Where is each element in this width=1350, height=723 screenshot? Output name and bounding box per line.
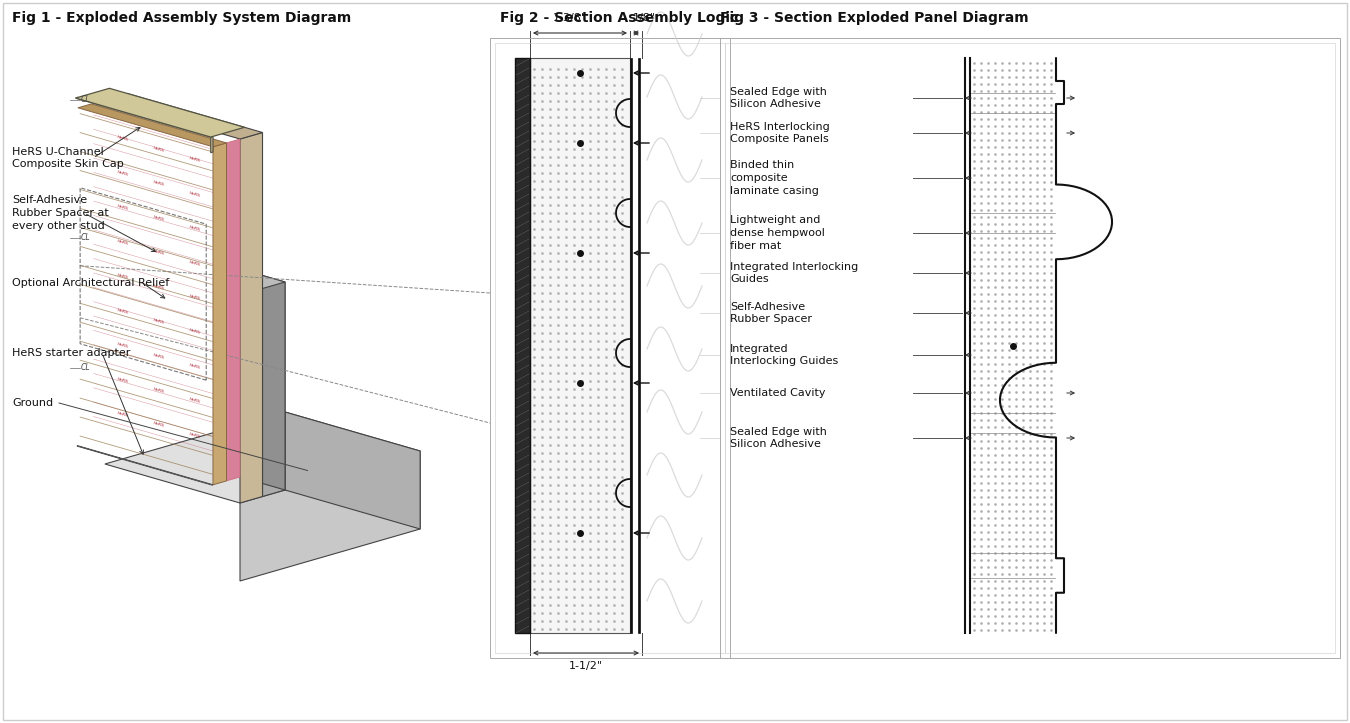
Text: HeRS: HeRS (189, 191, 201, 197)
Polygon shape (240, 451, 420, 581)
Polygon shape (105, 412, 420, 503)
Text: HeRS: HeRS (153, 283, 165, 291)
Polygon shape (76, 88, 244, 137)
Text: 1-3/8": 1-3/8" (554, 13, 587, 23)
Bar (531, 58, 630, 633)
Bar (720, 38, 1341, 658)
Text: HeRS: HeRS (153, 318, 165, 325)
Bar (514, 58, 531, 633)
Polygon shape (78, 104, 227, 147)
Text: CL: CL (81, 363, 90, 372)
Text: HeRS: HeRS (189, 328, 201, 335)
Polygon shape (213, 143, 227, 485)
Text: HeRS Interlocking
Composite Panels: HeRS Interlocking Composite Panels (730, 121, 830, 145)
Text: CL: CL (81, 95, 90, 105)
Text: Integrated
Interlocking Guides: Integrated Interlocking Guides (730, 343, 838, 367)
Text: HeRS: HeRS (116, 239, 130, 246)
Text: Integrated Interlocking
Guides: Integrated Interlocking Guides (730, 262, 859, 284)
Text: HeRS: HeRS (116, 411, 130, 418)
Text: Optional Architectural Relief: Optional Architectural Relief (12, 278, 169, 288)
Text: HeRS: HeRS (189, 294, 201, 301)
Bar (725, 43, 1335, 653)
Text: Fig 2 - Section Assembly Logic: Fig 2 - Section Assembly Logic (500, 11, 738, 25)
Text: Sealed Edge with
Silicon Adhesive: Sealed Edge with Silicon Adhesive (730, 87, 826, 109)
Text: HeRS: HeRS (153, 146, 165, 153)
Text: Ventilated Cavity: Ventilated Cavity (730, 388, 825, 398)
Text: HeRS: HeRS (189, 226, 201, 232)
Text: 1/8": 1/8" (632, 13, 656, 23)
Text: Fig 3 - Section Exploded Panel Diagram: Fig 3 - Section Exploded Panel Diagram (720, 11, 1029, 25)
Text: HeRS starter adapter: HeRS starter adapter (12, 348, 131, 358)
Text: Binded thin
composite
laminate casing: Binded thin composite laminate casing (730, 161, 819, 196)
Polygon shape (285, 412, 420, 529)
Text: HeRS: HeRS (116, 135, 130, 142)
Bar (490, 38, 730, 658)
Text: HeRS: HeRS (153, 215, 165, 222)
Bar (495, 43, 725, 653)
Text: HeRS: HeRS (153, 422, 165, 429)
Text: HeRS: HeRS (116, 205, 130, 211)
Text: Self-Adhesive
Rubber Spacer: Self-Adhesive Rubber Spacer (730, 301, 811, 325)
Polygon shape (262, 275, 285, 490)
Text: Ground: Ground (12, 398, 53, 408)
Polygon shape (76, 98, 213, 137)
Polygon shape (240, 275, 285, 288)
Bar (630, 58, 632, 633)
Text: HeRS: HeRS (116, 308, 130, 315)
Polygon shape (227, 139, 240, 481)
Text: Fig 1 - Exploded Assembly System Diagram: Fig 1 - Exploded Assembly System Diagram (12, 11, 351, 25)
Polygon shape (211, 137, 213, 153)
Text: Sealed Edge with
Silicon Adhesive: Sealed Edge with Silicon Adhesive (730, 427, 826, 450)
Text: CL: CL (81, 234, 90, 242)
Polygon shape (105, 93, 262, 139)
Text: Self-Adhesive
Rubber Spacer at
every other stud: Self-Adhesive Rubber Spacer at every oth… (12, 195, 109, 231)
Text: HeRS: HeRS (189, 156, 201, 163)
Text: HeRS U-Channel
Composite Skin Cap: HeRS U-Channel Composite Skin Cap (12, 147, 124, 169)
Text: HeRS: HeRS (189, 363, 201, 370)
Polygon shape (77, 446, 213, 485)
Text: HeRS: HeRS (153, 249, 165, 256)
Polygon shape (240, 132, 262, 503)
Polygon shape (262, 282, 285, 497)
Text: HeRS: HeRS (153, 181, 165, 187)
Text: HeRS: HeRS (116, 342, 130, 349)
Text: HeRS: HeRS (189, 260, 201, 267)
Text: HeRS: HeRS (116, 273, 130, 281)
Text: 1-1/2": 1-1/2" (568, 661, 603, 671)
Text: HeRS: HeRS (153, 387, 165, 394)
Text: HeRS: HeRS (116, 170, 130, 177)
Text: HeRS: HeRS (189, 432, 201, 439)
Text: HeRS: HeRS (153, 353, 165, 359)
Text: Lightweight and
dense hempwool
fiber mat: Lightweight and dense hempwool fiber mat (730, 215, 825, 251)
Text: HeRS: HeRS (116, 377, 130, 384)
Text: HeRS: HeRS (189, 398, 201, 404)
Bar (639, 58, 640, 633)
